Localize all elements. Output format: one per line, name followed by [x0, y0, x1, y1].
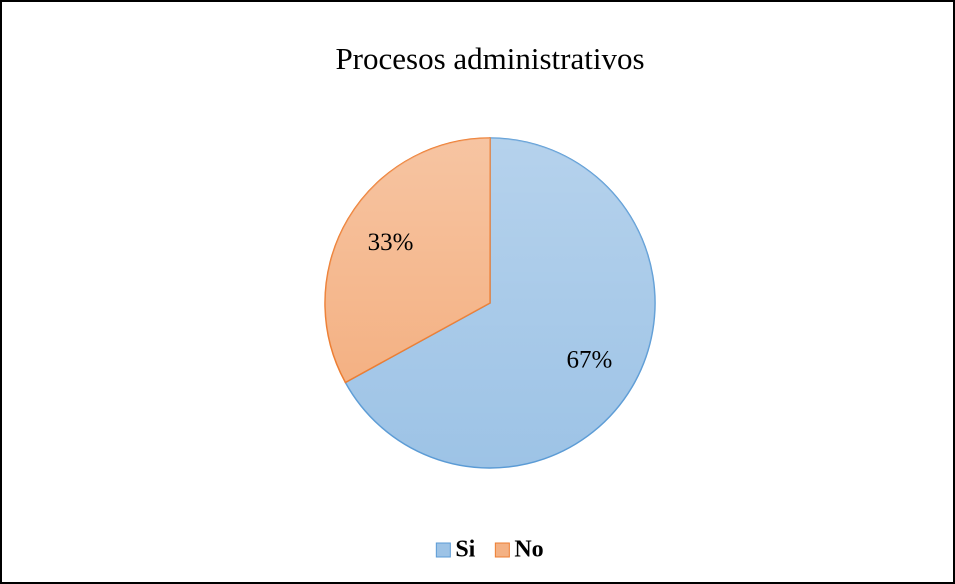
- chart-title: Procesos administrativos: [335, 41, 644, 76]
- legend-swatch: [494, 542, 510, 558]
- legend-swatch: [435, 542, 451, 558]
- legend-label: Si: [455, 537, 475, 563]
- legend-label: No: [514, 537, 543, 563]
- data-label: 33%: [368, 229, 414, 256]
- data-label: 67%: [567, 347, 613, 374]
- slice-shine: [345, 138, 655, 469]
- slice-shine: [325, 138, 490, 383]
